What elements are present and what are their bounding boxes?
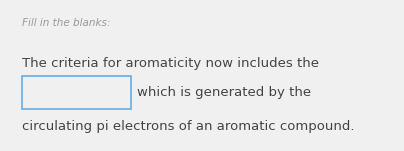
Text: The criteria for aromaticity now includes the: The criteria for aromaticity now include… xyxy=(22,57,319,70)
Text: Fill in the blanks:: Fill in the blanks: xyxy=(22,18,111,28)
Bar xyxy=(22,76,131,109)
Text: which is generated by the: which is generated by the xyxy=(137,86,311,99)
Text: circulating pi electrons of an aromatic compound.: circulating pi electrons of an aromatic … xyxy=(22,120,355,133)
